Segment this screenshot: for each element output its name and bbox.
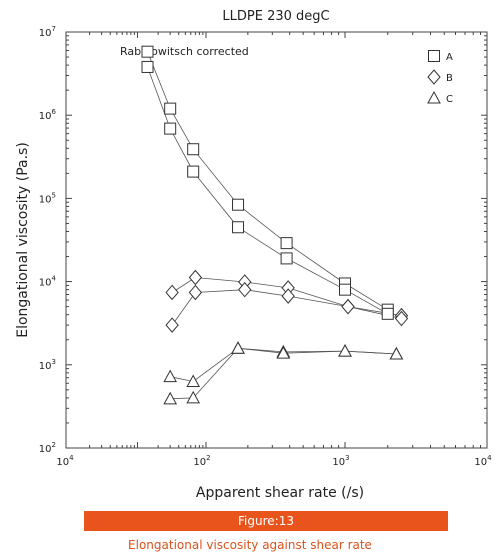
y-tick-label: 102 [39, 441, 56, 455]
series-a-point [141, 60, 154, 73]
series-a-point [280, 252, 293, 265]
series-a-point [232, 221, 245, 234]
series-a-point [141, 45, 154, 58]
chart: LLDPE 230 degC Rabinowitsch corrected 10… [15, 9, 492, 501]
series-markers [141, 45, 409, 405]
y-tick-exponent: 4 [52, 275, 57, 283]
series-a-point [164, 102, 177, 115]
series-b-point [165, 317, 179, 333]
series-b-point [281, 288, 295, 304]
figure-label: Figure:13 [84, 511, 448, 531]
y-tick-label: 104 [39, 275, 57, 289]
series-b-point [238, 281, 252, 298]
series-c-point [338, 344, 352, 357]
series-c-point [186, 374, 201, 387]
series-a-line-1 [147, 51, 388, 311]
x-tick-exponent: 2 [206, 454, 210, 462]
series-a-line-2 [147, 66, 388, 315]
x-tick-exponent: 3 [345, 454, 349, 462]
series-c-point [163, 369, 178, 383]
legend-b-label: B [446, 73, 453, 84]
y-tick-label: 106 [39, 108, 57, 122]
annotation-text: Rabinowitsch corrected [120, 45, 249, 58]
y-tick-exponent: 6 [52, 108, 57, 116]
x-tick-exponent: 4 [487, 454, 492, 462]
legend: ABC [427, 50, 453, 105]
chart-title: LLDPE 230 degC [222, 9, 329, 24]
y-tick-label: 103 [39, 358, 56, 372]
y-tick-label: 105 [39, 191, 56, 205]
series-a-point [280, 237, 293, 250]
series-b-point [165, 284, 179, 301]
x-tick-label: 103 [332, 454, 349, 468]
series-a-point [232, 198, 245, 211]
series-c-point [276, 346, 291, 359]
series-c-point [163, 391, 178, 405]
y-tick-exponent: 5 [52, 191, 56, 199]
series-b-line-2 [171, 289, 402, 326]
series-b-point [188, 284, 203, 301]
series-b-point [394, 310, 409, 327]
legend-a-marker [428, 50, 440, 62]
series-c-point [231, 341, 245, 354]
series-c-point [186, 390, 201, 404]
legend-a-label: A [446, 52, 453, 63]
x-axis-label: Apparent shear rate (/s) [196, 485, 364, 501]
y-tick-exponent: 3 [52, 358, 56, 366]
plot-frame [65, 31, 488, 449]
legend-b-marker [427, 69, 441, 85]
series-a-point [187, 165, 200, 178]
series-c-point [389, 346, 404, 360]
figure-caption: Elongational viscosity against shear rat… [128, 538, 372, 552]
series-a-point [187, 143, 200, 156]
legend-c-label: C [446, 94, 453, 105]
series-a-point [381, 307, 394, 320]
x-tick-label: 104 [56, 454, 74, 468]
series-a-point [339, 283, 351, 296]
x-tick-label: 102 [193, 454, 210, 468]
y-tick-exponent: 7 [52, 25, 56, 33]
y-axis-label: Elongational viscosity (Pa.s) [15, 142, 31, 338]
axis-ticks [66, 32, 487, 449]
series-b-point [188, 269, 203, 286]
x-tick-exponent: 4 [69, 454, 74, 462]
series-b-point [341, 298, 355, 315]
y-tick-label: 107 [39, 25, 56, 39]
x-tick-label: 104 [474, 454, 492, 468]
series-a-point [164, 122, 177, 135]
series-lines [147, 51, 402, 400]
y-tick-exponent: 2 [52, 441, 56, 449]
legend-c-marker [427, 90, 441, 104]
